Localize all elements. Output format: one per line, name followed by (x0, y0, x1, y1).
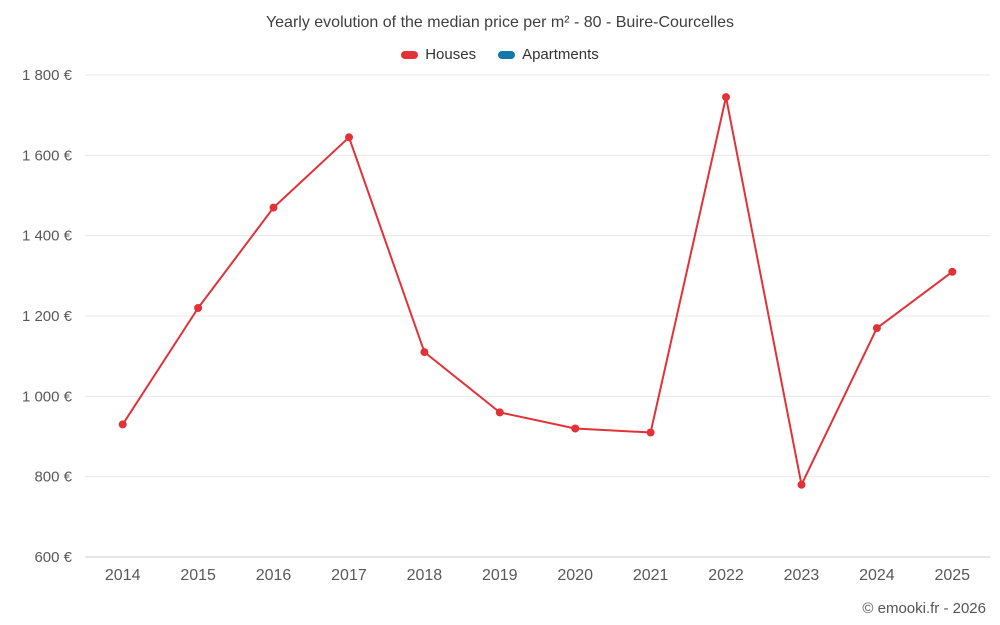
data-point-houses[interactable] (495, 408, 504, 417)
data-point-houses[interactable] (420, 348, 429, 357)
data-point-houses[interactable] (797, 480, 806, 489)
chart-legend: Houses Apartments (0, 46, 1000, 63)
y-axis-tick-label: 800 € (34, 469, 72, 486)
x-axis-tick-label: 2020 (557, 567, 593, 584)
data-point-houses[interactable] (571, 424, 580, 433)
legend-item-houses[interactable]: Houses (401, 46, 476, 63)
x-axis-tick-label: 2019 (482, 567, 518, 584)
x-axis-tick-label: 2016 (256, 567, 292, 584)
data-point-houses[interactable] (948, 267, 957, 276)
y-axis-tick-label: 1 000 € (22, 388, 73, 405)
x-axis-tick-label: 2014 (105, 567, 141, 584)
y-axis-tick-label: 1 200 € (22, 308, 73, 325)
copyright: © emooki.fr - 2026 (862, 600, 986, 617)
y-axis-tick-label: 600 € (34, 549, 72, 566)
legend-label-houses: Houses (425, 46, 477, 63)
y-axis-tick-label: 1 400 € (22, 228, 73, 245)
chart-title: Yearly evolution of the median price per… (265, 14, 735, 31)
legend-label-apartments: Apartments (522, 46, 599, 63)
data-point-houses[interactable] (269, 203, 278, 212)
y-axis-tick-label: 1 800 € (22, 67, 73, 84)
x-axis-tick-label: 2021 (633, 567, 669, 584)
y-axis-tick-label: 1 600 € (22, 147, 73, 164)
data-point-houses[interactable] (194, 304, 203, 312)
x-axis-tick-label: 2017 (331, 567, 367, 584)
data-point-houses[interactable] (722, 93, 730, 102)
x-axis-tick-label: 2015 (180, 567, 216, 584)
x-axis-tick-label: 2024 (859, 567, 895, 584)
apartments-swatch-icon (498, 50, 516, 59)
x-axis-tick-label: 2022 (708, 567, 744, 584)
x-axis-tick-label: 2025 (934, 567, 970, 584)
data-point-houses[interactable] (646, 428, 655, 437)
data-point-houses[interactable] (872, 324, 881, 333)
data-point-houses[interactable] (345, 133, 353, 142)
legend-item-apartments[interactable]: Apartments (498, 46, 599, 63)
x-axis-tick-label: 2023 (784, 567, 820, 584)
houses-swatch-icon (401, 50, 419, 59)
series-line-houses (121, 96, 953, 486)
x-axis-tick-label: 2018 (407, 567, 443, 584)
data-point-houses[interactable] (118, 420, 127, 429)
